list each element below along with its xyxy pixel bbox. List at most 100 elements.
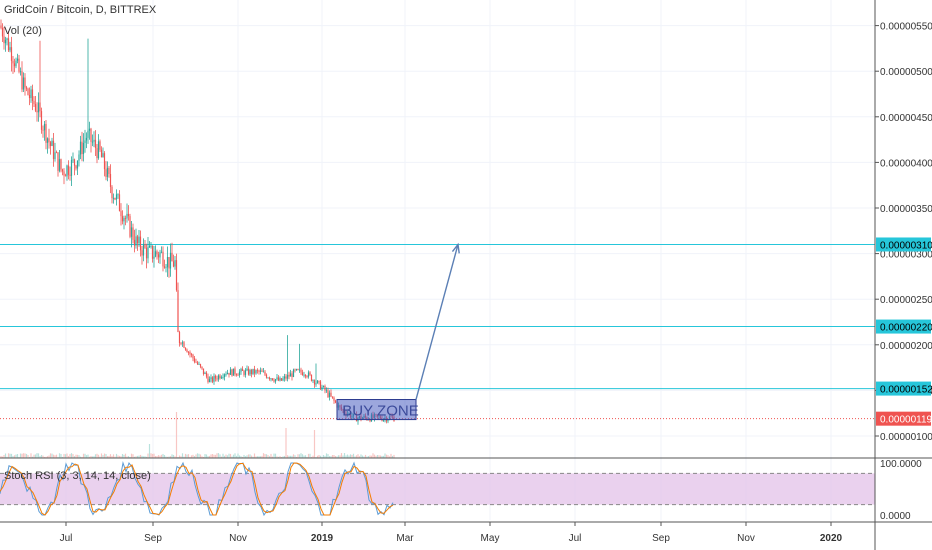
volume-bar [130,453,133,458]
candle-body [247,368,250,375]
candle-body [313,380,316,385]
candle-body [145,247,148,259]
candle-body [54,152,56,160]
candle-body [264,371,266,375]
volume-bar [219,454,221,458]
candle-body [312,380,314,381]
candle-body [36,110,38,113]
volume-bar [358,456,361,458]
volume-bar [34,454,37,458]
volume-bar [13,455,16,458]
volume-bar [159,455,161,458]
volume-bar [165,456,167,458]
candle-body [259,370,262,372]
volume-bar [180,456,182,458]
volume-bar [258,456,260,458]
volume-bar [148,444,151,458]
volume-bar [63,453,65,458]
candle-body [72,159,74,161]
volume-bar [390,453,392,458]
volume-bar [388,456,391,458]
candle-body [133,239,136,246]
candle-body [31,89,34,101]
volume-bar [112,454,115,458]
volume-bar [198,453,200,458]
volume-bar [210,454,212,458]
price-tag-label: 0.00000152 [880,385,932,396]
candle-body [16,58,19,61]
candle-body [178,332,181,344]
volume-bar [324,455,326,458]
volume-bar [133,456,136,458]
volume-bar [348,455,350,458]
volume-bar [18,456,20,458]
candle-body [51,140,53,146]
candle-body [271,378,274,381]
candle-body [204,372,206,374]
candle-body [258,370,260,372]
volume-bar [126,456,128,458]
volume-bar [286,455,289,458]
candle-body [1,28,4,37]
candle-body [324,385,326,391]
volume-bar [0,455,2,458]
candle-body [154,251,157,257]
candle-body [325,390,328,392]
volume-bar [69,454,71,458]
candle-body [213,375,215,382]
buy-zone-annotation[interactable]: BUY ZONE [336,242,460,421]
candle-body [181,342,184,344]
volume-bar [156,456,158,458]
volume-bar [142,456,145,458]
volume-bar [307,453,310,458]
candle-body [301,372,304,376]
volume-bar [81,456,83,458]
volume-bar [306,456,308,458]
volume-bar [82,453,85,458]
candle-body [328,392,331,397]
candle-body [238,371,241,376]
volume-bar [279,456,281,458]
candle-body [67,165,70,175]
candle-body [246,368,248,371]
volume-bar [234,453,236,458]
candle-body [100,149,103,158]
candle-body [150,245,152,247]
volume-bar [334,456,337,458]
volume-bar [60,453,62,458]
volume-bar [85,455,88,458]
candle-body [303,374,305,376]
candle-body [304,374,307,377]
volume-bar [141,455,143,458]
candle-body [223,374,226,377]
volume-bar [304,455,307,458]
volume-bar [31,456,34,458]
volume-bar [202,456,205,458]
volume-bar [24,453,26,458]
volume-bar [288,455,290,458]
candle-body [27,88,29,95]
candle-body [79,141,82,155]
volume-bar [172,454,175,458]
volume-bar [229,453,232,458]
candle-body [274,379,277,382]
volume-bar [313,430,316,458]
candle-body [315,383,317,385]
volume-bar [382,455,385,458]
candle-body [114,197,116,200]
volume-bar [231,456,233,458]
volume-bar [43,456,46,458]
candle-body [277,377,280,381]
volume-bar [187,454,190,458]
candle-body [82,143,85,155]
target-arrow [415,244,459,400]
volume-bar [274,453,277,458]
y-tick-label: 0.00000500 [880,67,932,78]
volume-bar [7,453,10,458]
candle-body [85,137,88,141]
candle-body [174,260,176,267]
volume-bar [154,456,157,458]
volume-bar [364,454,367,458]
volume-bar [297,454,299,458]
volume-bar [102,455,104,458]
